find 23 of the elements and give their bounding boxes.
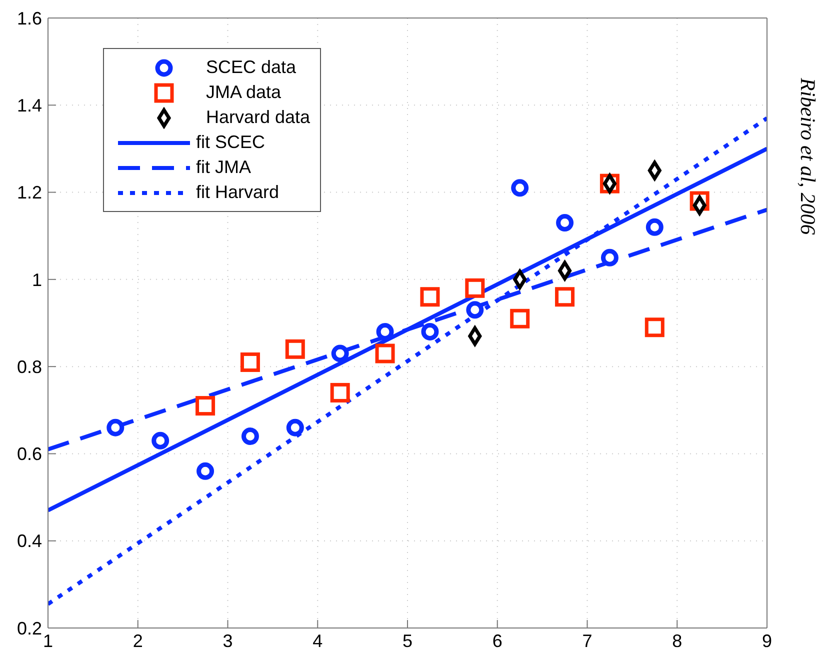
x-tick-label: 9 [762,630,772,651]
y-tick-label: 0.8 [16,356,42,377]
legend-label: fit JMA [196,157,252,178]
y-tick-label: 1.2 [16,182,42,203]
legend-label: SCEC data [206,57,296,78]
y-tick-label: 1.6 [16,8,42,28]
x-tick-label: 2 [132,630,143,651]
x-tick-label: 5 [402,630,413,651]
x-tick-label: 6 [492,630,502,651]
x-tick-label: 3 [222,630,233,651]
x-tick-label: 4 [312,630,323,651]
legend-label: JMA data [206,82,282,103]
y-tick-label: 0.4 [16,531,42,552]
y-tick-label: 1 [32,270,42,290]
y-tick-label: 0.6 [16,444,42,464]
y-tick-label: 0.2 [16,618,42,638]
legend-label: fit Harvard [196,182,280,203]
x-tick-label: 7 [582,630,592,651]
x-tick-label: 8 [672,630,682,651]
legend-label: fit SCEC [196,132,266,153]
y-tick-label: 1.4 [16,96,42,116]
text: Ribeiro et al, 2006 [795,78,820,235]
legend-label: Harvard data [206,107,310,128]
